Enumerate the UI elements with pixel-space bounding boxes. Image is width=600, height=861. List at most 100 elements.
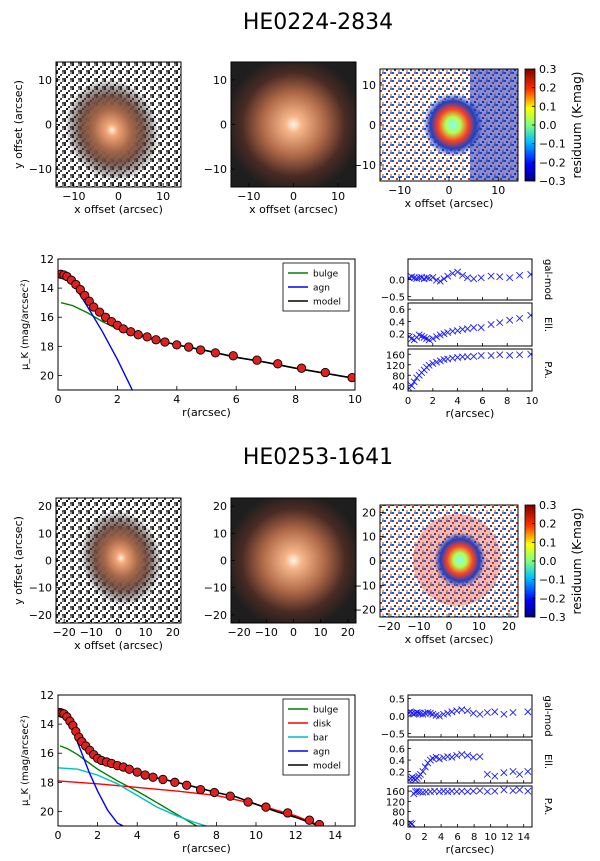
profile-xtick-label: 12 [289,829,303,842]
image-xtick-label: 10 [331,190,345,203]
diag-ytick-label: 120 [386,361,405,372]
diag-marker [476,710,484,718]
profile-data-point [132,767,142,777]
diag-marker [429,359,437,367]
image-xlabel: x offset (arcsec) [405,197,494,210]
profile-line-bulge [59,745,197,826]
image-ytick-label: 10 [38,74,52,87]
profile-ytick-label: 14 [40,282,54,295]
image-xtick-label: 0 [115,626,122,639]
diag-ylabel: gal-mod [542,259,553,300]
diag-marker [408,274,413,282]
diag-marker [459,271,467,279]
profile-line-model [58,710,320,826]
image-xtick-label: 0 [290,626,297,639]
image-xtick-label: −20 [228,626,251,639]
image-ytick-label: 10 [213,527,227,540]
diag-marker [440,710,448,718]
diag-marker [483,770,491,778]
profile-xtick-label: 8 [292,393,299,406]
image-ytick-label: 10 [362,79,376,92]
profile-data-point [182,780,192,790]
diag-ytick-label: 80 [392,808,405,819]
diag-xtick-label: 10 [484,832,497,843]
profile-xtick-label: 0 [55,829,62,842]
image-ytick-label: −10 [204,582,227,595]
diag-marker [424,708,432,717]
diag-marker [483,708,491,717]
colorbar-tick-label: 0.3 [539,63,557,76]
diag-plot-area [408,268,532,285]
profile-data-point [225,791,235,801]
profile-data-point [273,359,283,369]
diag-marker [524,768,532,776]
diag-plot-area [408,350,532,391]
diag-marker [506,316,514,324]
legend-label-disk: disk [313,720,332,730]
colorbar-tick-label: 0.0 [539,555,557,568]
diag-ylabel: gal-mod [542,695,553,736]
diag-marker [476,787,484,795]
image-ytick-label: 0 [220,555,227,568]
colorbar-tick-label: 0.1 [539,536,557,549]
diag-marker [464,788,472,796]
profile-xtick-label: 2 [114,393,121,406]
diag-xtick-label: 14 [517,832,530,843]
diag-plot-area [408,786,532,827]
diag-marker [470,324,478,332]
image-ytick-label: 0 [220,119,227,132]
image-residual-1 [379,68,519,182]
profile-data-point [133,330,143,340]
diag-ytick-label: 160 [386,350,405,361]
colorbar-tick-label: −0.2 [539,592,566,605]
profile-data-point [172,340,182,350]
profile-xtick-label: 0 [55,393,62,406]
diag-marker [506,274,514,282]
diag-marker [415,709,423,717]
profile-plot-area [58,269,355,390]
diag-marker [464,707,472,715]
diag-marker [500,786,508,794]
diag-marker [459,353,467,361]
colorbar-tick-label: 0.1 [539,100,557,113]
diag-marker [444,272,452,280]
diag-xtick-label: 6 [454,832,460,843]
diag-marker [470,275,478,283]
diag-frame [407,785,533,828]
legend-label-bulge: bulge [313,270,339,280]
diag-marker [429,335,437,343]
image-ytick-label: 10 [38,527,52,540]
profile-data-point [151,335,161,345]
profile-data-point [148,772,158,782]
diag-marker [449,269,457,277]
colorbar-tick-label: 0.0 [539,119,557,132]
image-xtick-label: −20 [53,626,76,639]
profile-frame [57,694,356,827]
diag-ytick-label: 0.2 [389,768,405,779]
diag-marker [487,320,495,329]
diag-marker [506,351,514,359]
image-xtick-label: 10 [472,620,486,633]
profile-ytick-label: 20 [40,369,54,382]
colorbar-tick-label: 0.2 [539,82,557,95]
diag-marker [516,770,524,778]
image-xtick-label: −10 [388,184,411,197]
profile-ytick-label: 16 [40,747,54,760]
image-ytick-label: 10 [362,531,376,544]
image-xtick-label: 0 [446,184,453,197]
diag-xtick-label: 2 [430,396,436,407]
colorbar-tick-label: −0.2 [539,156,566,169]
profile-data-point [314,819,325,826]
diag-marker [432,753,440,761]
diag-marker [516,351,524,359]
profile-data-point [160,337,170,347]
profile-data-point [140,770,150,780]
profile-data-point [243,797,253,807]
profile-xtick-label: 10 [249,829,263,842]
diag-marker [419,768,427,776]
image-xlabel: x offset (arcsec) [405,633,494,646]
profile-data-point [347,372,355,383]
image-xtick-label: 0 [290,190,297,203]
image-xtick-label: −10 [62,190,85,203]
diag-marker [435,712,443,720]
